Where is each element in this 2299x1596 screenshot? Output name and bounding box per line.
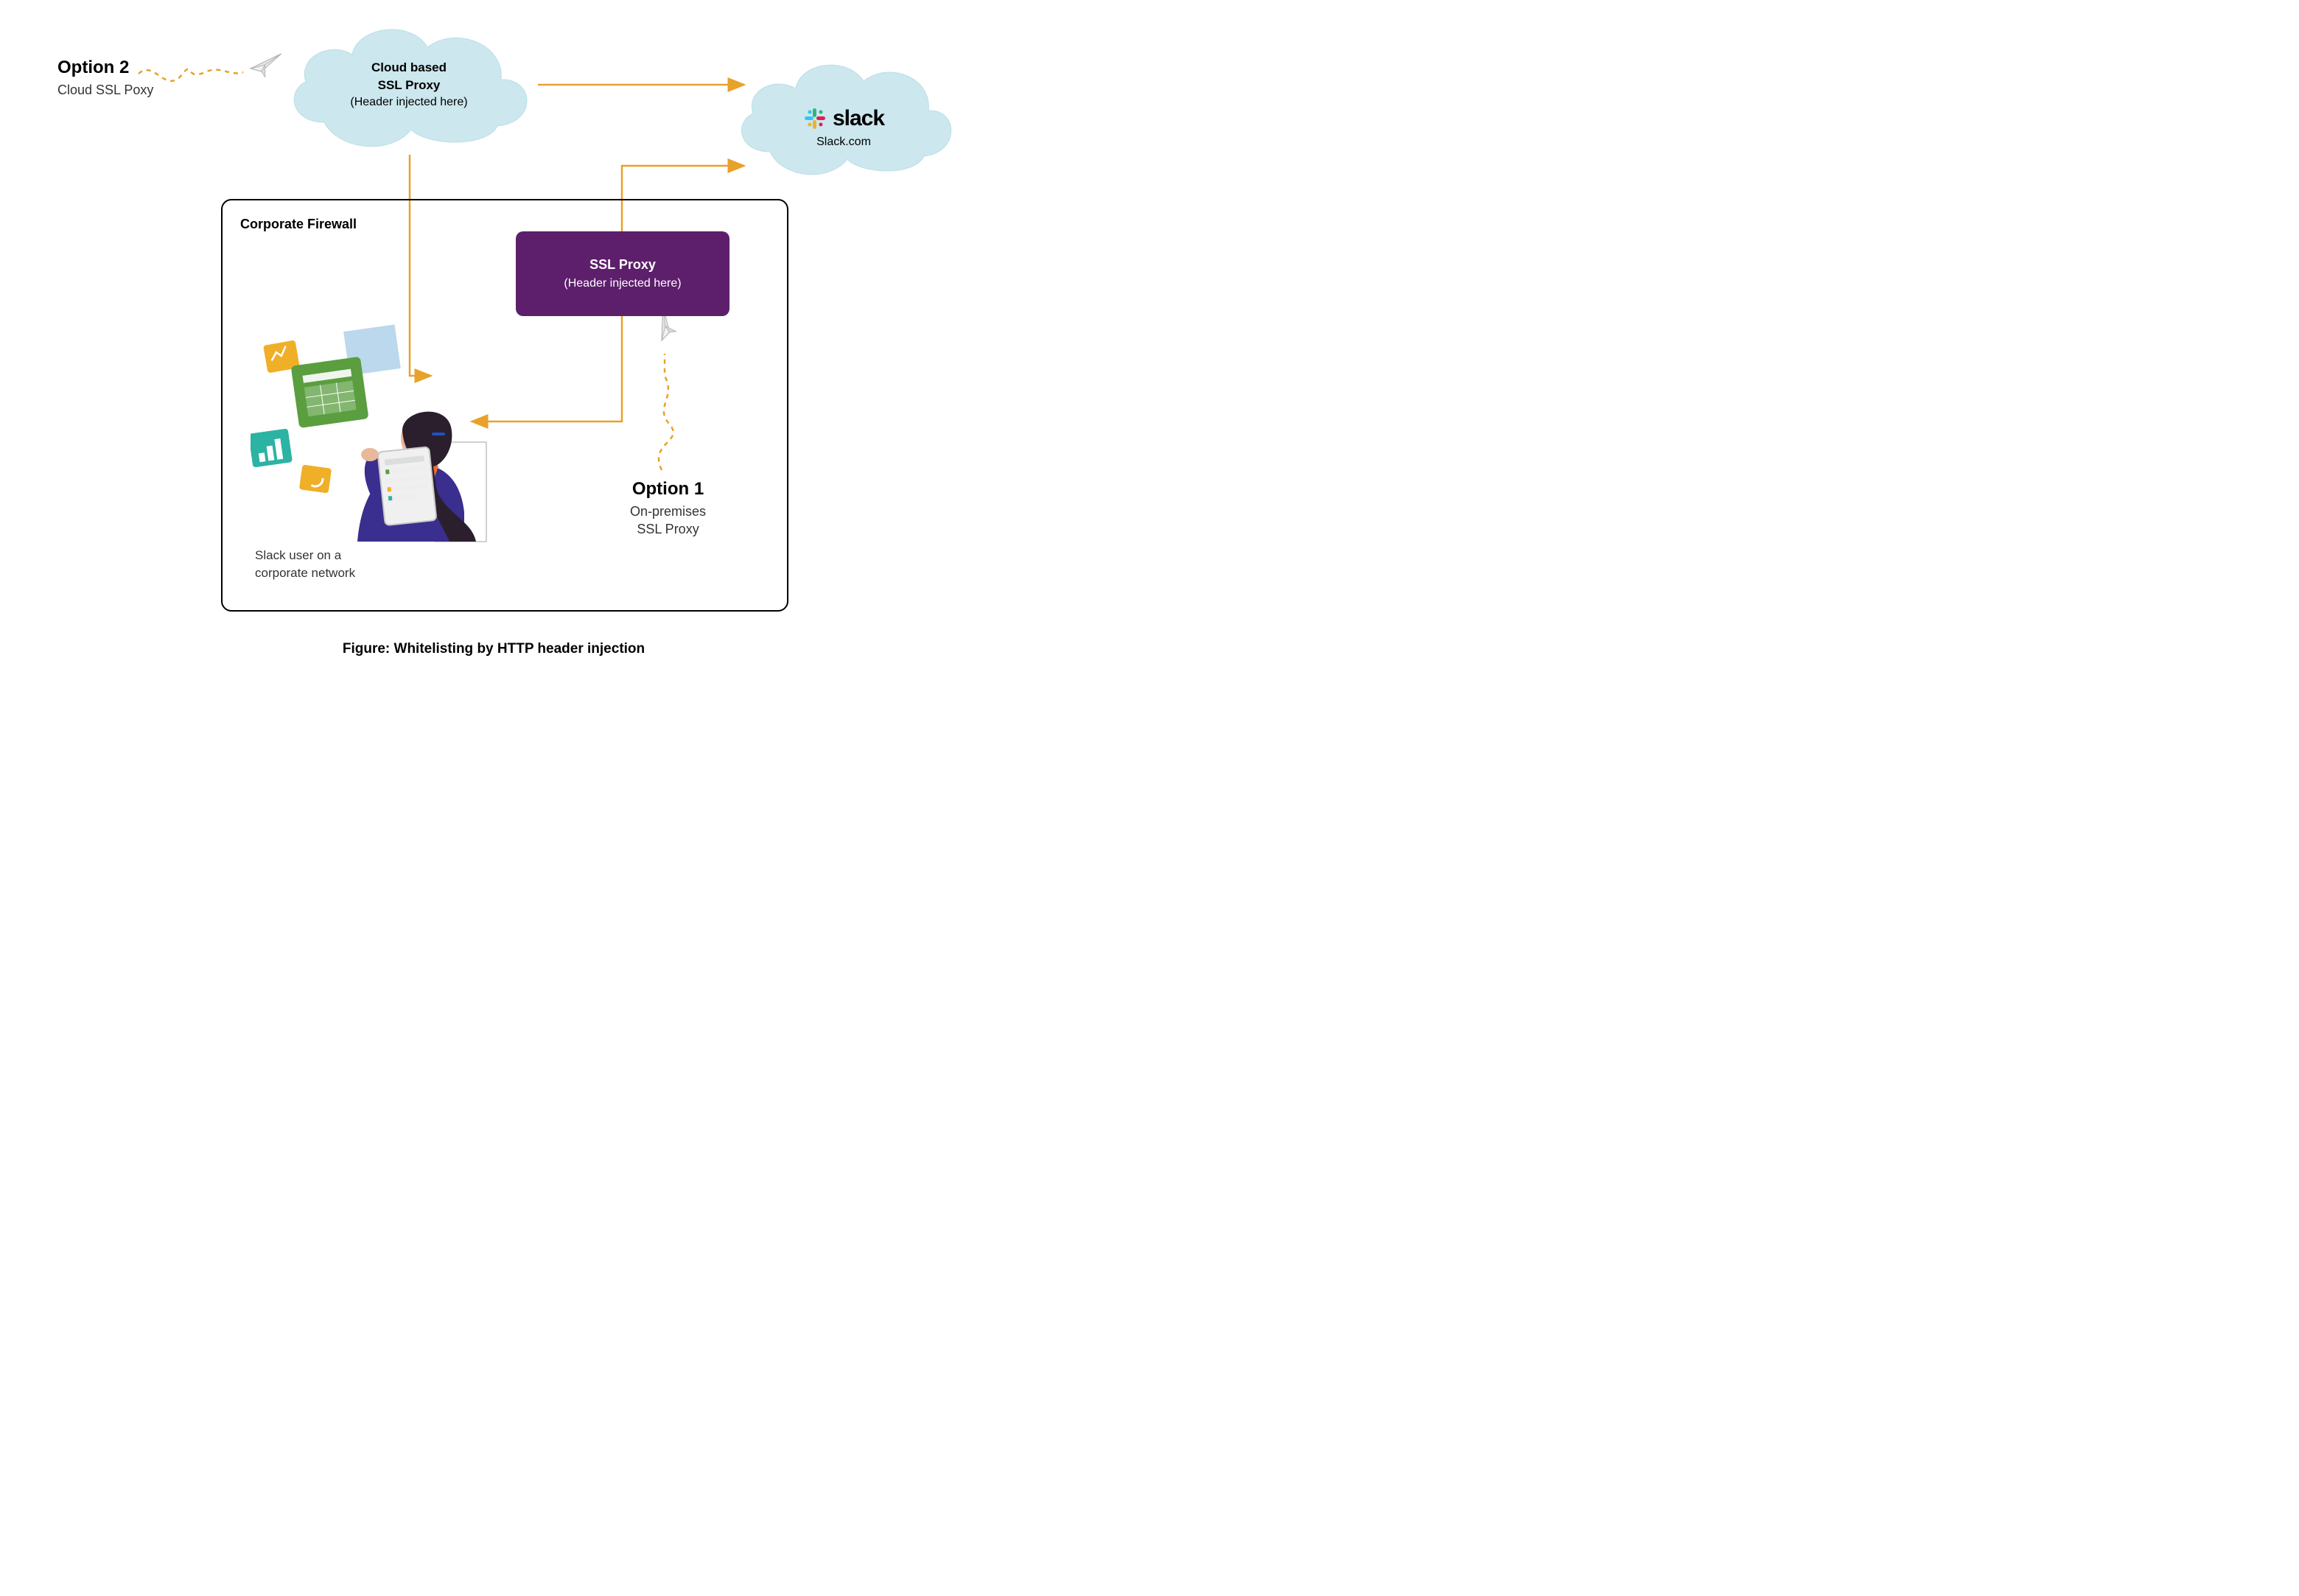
cloud-proxy-title1: Cloud based — [350, 59, 467, 77]
cloud-proxy-title2: SSL Proxy — [350, 77, 467, 94]
user-illustration — [251, 321, 516, 556]
option2-heading: Option 2 — [57, 57, 153, 78]
opt2-swirl-to-cloud-swirl — [139, 69, 243, 81]
user-on-laptop-icon — [251, 321, 516, 556]
slack-subtext: Slack.com — [816, 136, 871, 149]
user-caption: Slack user on a corporate network — [255, 547, 355, 582]
user-caption-line2: corporate network — [255, 564, 355, 582]
option2-label: Option 2 Cloud SSL Poxy — [57, 57, 153, 99]
user-caption-line1: Slack user on a — [255, 547, 355, 564]
option1-heading: Option 1 — [630, 479, 706, 500]
paper-plane-icon — [249, 54, 284, 79]
slack-wordmark: slack — [833, 106, 884, 131]
ssl-proxy-title: SSL Proxy — [516, 255, 729, 275]
diagram-canvas: Option 2 Cloud SSL Poxy Cloud based SSL … — [0, 0, 987, 685]
ssl-proxy-sub: (Header injected here) — [516, 275, 729, 293]
firewall-label: Corporate Firewall — [240, 217, 357, 232]
option1-label: Option 1 On-premises SSL Proxy — [630, 479, 706, 539]
option2-sub: Cloud SSL Poxy — [57, 81, 153, 99]
cloud-ssl-proxy: Cloud based SSL Proxy (Header injected h… — [280, 12, 538, 155]
slack-cloud: slack Slack.com — [729, 49, 958, 185]
option1-sub1: On-premises — [630, 503, 706, 520]
option1-sub2: SSL Proxy — [630, 520, 706, 538]
slack-logo: slack — [803, 106, 884, 131]
slack-logo-icon — [803, 107, 827, 130]
cloud-proxy-sub: (Header injected here) — [350, 94, 467, 111]
ssl-proxy-box: SSL Proxy (Header injected here) — [516, 231, 729, 316]
figure-caption: Figure: Whitelisting by HTTP header inje… — [0, 641, 987, 657]
